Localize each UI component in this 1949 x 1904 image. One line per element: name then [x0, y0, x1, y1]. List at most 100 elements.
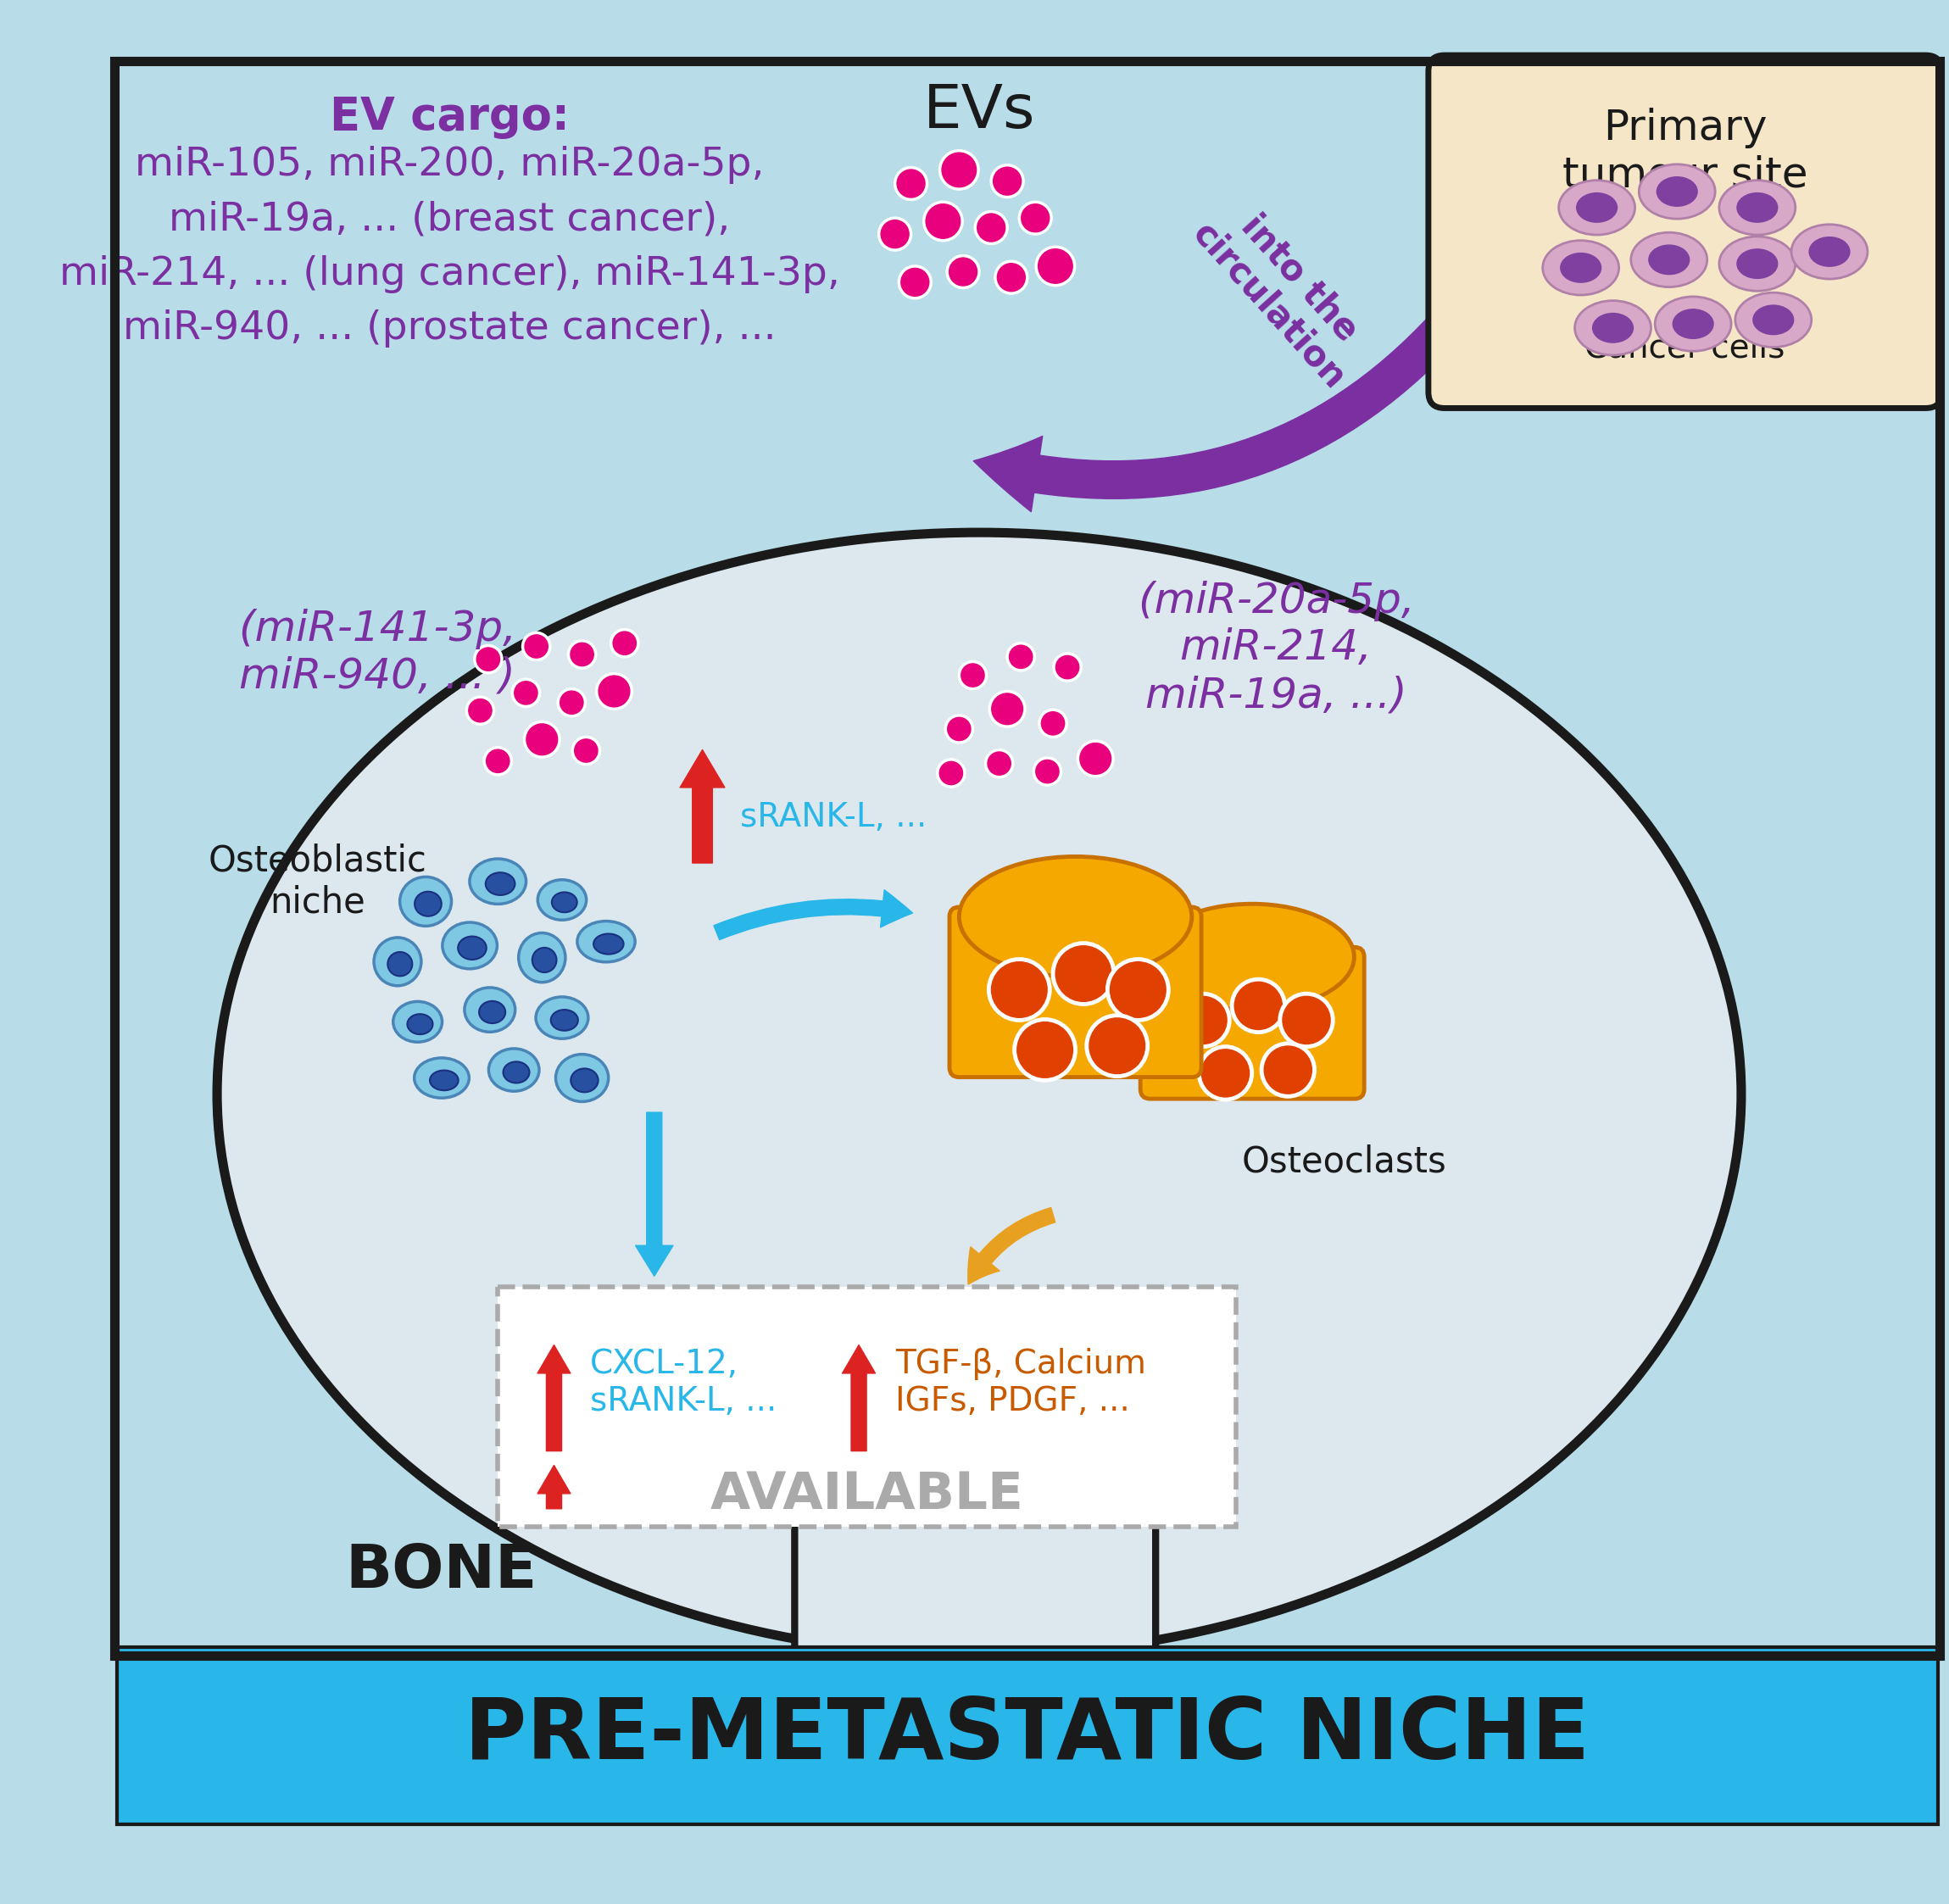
Ellipse shape [1657, 177, 1698, 208]
Ellipse shape [470, 859, 526, 904]
Ellipse shape [388, 952, 413, 977]
FancyArrowPatch shape [969, 1207, 1054, 1285]
Ellipse shape [1737, 249, 1777, 280]
FancyArrowPatch shape [538, 1466, 571, 1508]
Ellipse shape [415, 891, 442, 916]
Ellipse shape [1672, 308, 1713, 339]
Ellipse shape [1577, 192, 1618, 223]
Circle shape [483, 748, 511, 775]
Bar [117, 1647, 1937, 1824]
Ellipse shape [1559, 181, 1635, 234]
Ellipse shape [458, 937, 487, 960]
FancyArrowPatch shape [973, 289, 1481, 512]
FancyArrowPatch shape [842, 1344, 875, 1451]
Circle shape [945, 716, 973, 743]
Ellipse shape [1752, 305, 1795, 335]
Circle shape [1052, 942, 1115, 1003]
Circle shape [1232, 979, 1284, 1032]
Circle shape [513, 680, 540, 706]
Ellipse shape [1719, 181, 1795, 234]
Ellipse shape [552, 1009, 579, 1030]
Ellipse shape [594, 933, 624, 954]
Circle shape [1008, 644, 1035, 670]
Ellipse shape [503, 1062, 530, 1083]
Circle shape [1013, 1019, 1076, 1080]
Circle shape [990, 691, 1025, 727]
Text: CXCL-12,
sRANK-L, ...: CXCL-12, sRANK-L, ... [591, 1348, 778, 1417]
FancyArrowPatch shape [713, 889, 912, 941]
Circle shape [924, 202, 963, 240]
Text: miR-214, ... (lung cancer), miR-141-3p,: miR-214, ... (lung cancer), miR-141-3p, [58, 255, 840, 293]
Ellipse shape [1809, 236, 1850, 267]
Circle shape [1037, 248, 1074, 286]
FancyArrowPatch shape [680, 750, 725, 863]
Circle shape [959, 661, 986, 689]
Text: Cancer cells: Cancer cells [1585, 331, 1785, 364]
Text: Primary
tumour site: Primary tumour site [1563, 107, 1809, 194]
Circle shape [939, 150, 978, 188]
Ellipse shape [374, 937, 421, 986]
Ellipse shape [1649, 244, 1690, 274]
Circle shape [974, 211, 1008, 244]
Ellipse shape [1735, 293, 1811, 347]
Circle shape [1177, 994, 1230, 1047]
Circle shape [1033, 758, 1060, 784]
Circle shape [1107, 960, 1169, 1021]
Ellipse shape [431, 1070, 458, 1091]
Circle shape [1039, 710, 1066, 737]
Circle shape [1019, 202, 1051, 234]
Text: AVAILABLE: AVAILABLE [709, 1470, 1023, 1519]
Ellipse shape [1631, 232, 1707, 288]
FancyBboxPatch shape [949, 906, 1201, 1078]
Circle shape [996, 261, 1027, 293]
Text: Osteoblastic
niche: Osteoblastic niche [209, 843, 427, 920]
Circle shape [1078, 741, 1113, 777]
Text: (miR-20a-5p,
miR-214,
miR-19a, ...): (miR-20a-5p, miR-214, miR-19a, ...) [1138, 581, 1415, 716]
Circle shape [1261, 1043, 1314, 1097]
Circle shape [992, 166, 1023, 198]
Circle shape [986, 750, 1013, 777]
Circle shape [937, 760, 965, 786]
Bar [497, 1287, 1236, 1527]
Text: miR-19a, ... (breast cancer),: miR-19a, ... (breast cancer), [170, 200, 731, 238]
Ellipse shape [1559, 253, 1602, 284]
Ellipse shape [1575, 301, 1651, 356]
Text: Osteoclasts: Osteoclasts [1242, 1144, 1446, 1180]
Circle shape [898, 267, 932, 299]
Ellipse shape [394, 1002, 442, 1041]
Circle shape [596, 674, 631, 708]
Circle shape [1199, 1047, 1251, 1101]
FancyArrowPatch shape [538, 1344, 571, 1451]
Ellipse shape [1544, 240, 1620, 295]
Ellipse shape [400, 878, 452, 925]
Ellipse shape [555, 1055, 608, 1102]
Circle shape [947, 255, 978, 288]
Ellipse shape [536, 998, 589, 1040]
Ellipse shape [479, 1002, 505, 1022]
Circle shape [610, 630, 637, 657]
FancyBboxPatch shape [795, 1432, 1156, 1664]
Ellipse shape [532, 948, 557, 973]
Circle shape [569, 642, 596, 668]
Text: EVs: EVs [924, 82, 1035, 141]
Text: TGF-β, Calcium
IGFs, PDGF, ...: TGF-β, Calcium IGFs, PDGF, ... [895, 1348, 1146, 1417]
Ellipse shape [1737, 192, 1777, 223]
Circle shape [476, 645, 501, 672]
Ellipse shape [571, 1068, 598, 1093]
Bar [115, 61, 1939, 1655]
Text: miR-940, ... (prostate cancer), ...: miR-940, ... (prostate cancer), ... [123, 310, 776, 348]
Text: (miR-141-3p,
miR-940, ... ): (miR-141-3p, miR-940, ... ) [238, 609, 516, 697]
Ellipse shape [1719, 236, 1795, 291]
Ellipse shape [442, 922, 497, 969]
Ellipse shape [1592, 312, 1633, 343]
Ellipse shape [489, 1049, 540, 1091]
Text: miR-105, miR-200, miR-20a-5p,: miR-105, miR-200, miR-20a-5p, [134, 147, 764, 185]
Ellipse shape [415, 1059, 470, 1099]
Text: into the
circulation: into the circulation [1185, 188, 1384, 396]
Ellipse shape [216, 533, 1740, 1655]
Circle shape [466, 697, 493, 724]
Text: EV cargo:: EV cargo: [329, 95, 569, 139]
Text: sRANK-L, ...: sRANK-L, ... [741, 802, 928, 834]
Ellipse shape [1791, 225, 1867, 280]
Ellipse shape [1655, 297, 1731, 350]
